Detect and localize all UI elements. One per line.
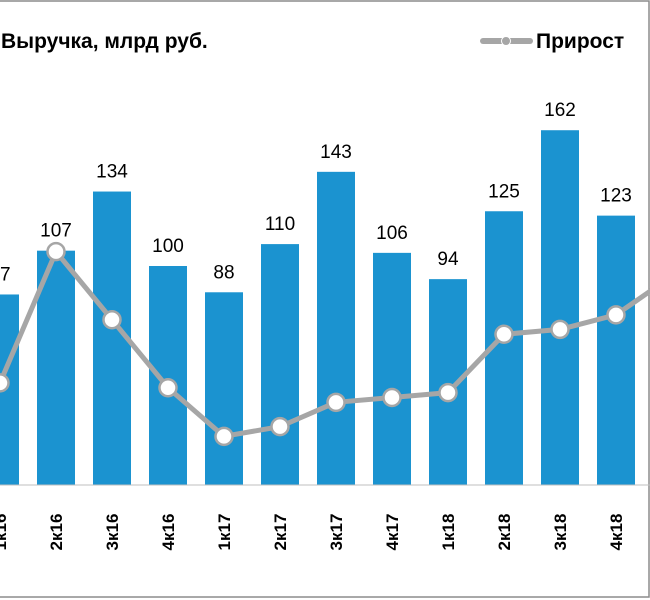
growth-point-1к18	[438, 382, 458, 403]
bar-label-1к16: 87	[0, 264, 11, 285]
growth-point-4к17	[382, 387, 402, 408]
x-tick-1к18: 1к18	[439, 514, 458, 551]
x-tick-3к18: 3к18	[551, 514, 570, 551]
growth-point-4к18	[606, 305, 626, 325]
growth-series	[0, 241, 650, 447]
x-tick-4к16: 4к16	[159, 514, 178, 551]
bar-label-4к17: 106	[376, 223, 408, 244]
x-tick-2к16: 2к16	[47, 514, 66, 551]
bar-series	[0, 130, 635, 486]
bar-label-3к16: 134	[96, 162, 128, 183]
x-tick-1к16: 1к16	[0, 514, 10, 551]
bar-3к18	[541, 130, 579, 485]
growth-point-2к17	[270, 416, 290, 437]
bar-label-2к18: 125	[488, 181, 520, 202]
bar-label-3к17: 143	[320, 142, 352, 163]
x-tick-labels: 1к16 2к16 3к16 4к16 1к17 2к17 3к17 4к17 1к18 2к18…	[0, 514, 626, 551]
growth-point-1к16	[0, 373, 10, 393]
x-tick-2к17: 2к17	[271, 514, 290, 551]
bar-label-2к17: 110	[265, 214, 295, 235]
growth-point-2к18	[494, 324, 514, 345]
bar-1к17	[205, 292, 243, 485]
growth-point-3к18	[550, 319, 570, 340]
x-tick-3к16: 3к16	[103, 514, 122, 551]
bar-2к16	[37, 250, 75, 485]
bar-value-labels: 871071341008811014310694125162123115	[0, 100, 632, 285]
bar-2к17	[261, 244, 299, 485]
growth-point-1к17	[214, 426, 234, 447]
x-tick-3к17: 3к17	[327, 514, 346, 551]
bar-label-4к18: 123	[600, 186, 632, 207]
bar-label-1к17: 88	[213, 262, 234, 283]
x-tick-4к17: 4к17	[383, 514, 402, 551]
bar-label-2к16: 107	[40, 221, 72, 242]
bar-label-4к16: 100	[152, 236, 184, 257]
legend-revenue-label: Выручка, млрд руб.	[1, 30, 208, 53]
growth-point-3к16	[102, 309, 122, 330]
bar-4к18	[597, 215, 635, 485]
x-tick-4к18: 4к18	[607, 514, 626, 551]
growth-point-2к16	[46, 241, 66, 262]
x-tick-2к18: 2к18	[495, 514, 514, 551]
legend-growth-marker	[480, 36, 533, 46]
x-tick-1к17: 1к17	[215, 514, 234, 551]
bar-label-1к18: 94	[437, 249, 459, 270]
legend-growth-label: Прирост	[536, 30, 624, 53]
bar-1к16	[0, 294, 19, 485]
bar-4к17	[373, 252, 411, 485]
growth-point-3к17	[326, 392, 346, 413]
growth-point-4к16	[158, 377, 178, 398]
bar-3к17	[317, 171, 355, 485]
bar-label-3к18: 162	[544, 100, 576, 121]
